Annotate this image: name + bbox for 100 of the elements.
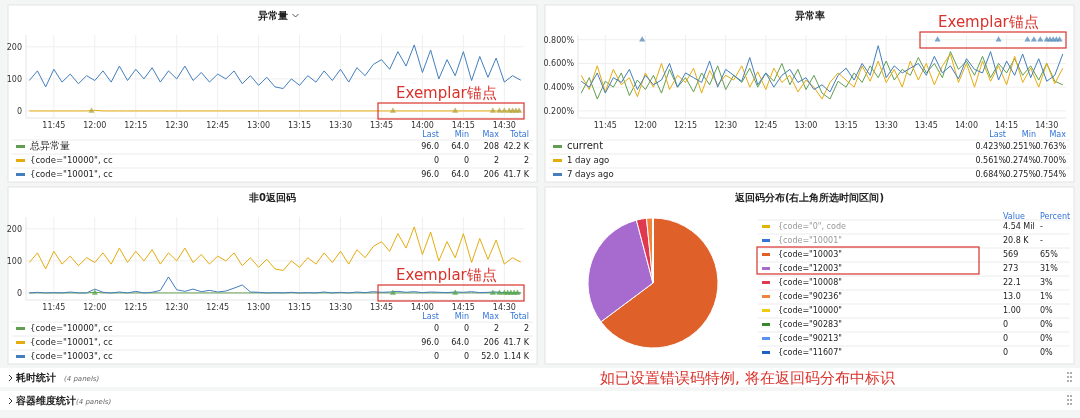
annotation: Exemplar锚点 — [396, 84, 497, 102]
x-tick-label: 12:00 — [633, 121, 657, 130]
x-tick-label: 12:00 — [83, 121, 107, 130]
legend-label: {code="12003" — [778, 264, 842, 273]
x-tick-label: 11:45 — [593, 121, 617, 130]
legend-label: {code="10000" — [778, 306, 842, 315]
legend-label: {code="0", code — [778, 222, 846, 231]
text: 206 — [483, 170, 499, 179]
y-tick-label: 0.600% — [543, 59, 575, 69]
text: 31% — [1040, 264, 1059, 273]
y-tick-label: 100 — [6, 74, 22, 84]
x-tick-label: 13:00 — [794, 121, 818, 130]
y-tick-label: 0 — [16, 288, 22, 298]
text: 96.0 — [421, 338, 439, 347]
x-tick-label: 14:15 — [451, 121, 475, 130]
legend-label: {code="10000", cc — [30, 323, 113, 333]
text: Exemplar锚点 — [938, 13, 1039, 31]
text: - — [1040, 236, 1043, 245]
text: Min — [454, 130, 469, 139]
x-tick-label: 14:00 — [410, 303, 434, 312]
y-tick-label: 0.400% — [543, 83, 575, 93]
text: 2 — [493, 324, 499, 333]
text: Min — [1021, 130, 1036, 139]
x-tick-label: 14:00 — [410, 121, 434, 130]
legend-label: {code="10003", cc — [30, 351, 113, 361]
x-tick-label: 14:15 — [451, 303, 475, 312]
chart-title: 返回码分布(右上角所选时间区间) — [733, 192, 885, 203]
text: 0 — [1003, 334, 1009, 343]
data-label: 13.0 — [1003, 292, 1021, 301]
x-tick-label: 11:45 — [42, 303, 66, 312]
text: 0 — [463, 156, 469, 165]
text: 0 — [433, 352, 439, 361]
x-tick-label: 12:45 — [754, 121, 778, 130]
x-tick-label: 13:00 — [247, 121, 271, 130]
x-tick-label: 14:15 — [995, 121, 1019, 130]
y-tick-label: 0.200% — [543, 106, 575, 116]
text: 64.0 — [451, 170, 469, 179]
x-tick-label: 13:15 — [288, 303, 312, 312]
chart-title: 异常率 — [793, 10, 825, 21]
text: 0.275% — [1005, 170, 1037, 179]
text: 206 — [483, 338, 499, 347]
text: 64.0 — [451, 142, 469, 151]
text: - — [1040, 222, 1043, 231]
x-tick-label: 13:30 — [329, 121, 353, 130]
legend-label: 7 days ago — [567, 169, 614, 179]
text: Min — [454, 312, 469, 321]
data-label: 273 — [1003, 264, 1019, 273]
x-tick-label: 14:30 — [1035, 121, 1059, 130]
text: 0.423% — [975, 142, 1007, 151]
text: 0% — [1040, 306, 1054, 315]
x-tick-label: 14:30 — [492, 303, 516, 312]
text: 208 — [483, 142, 499, 151]
text: 42.2 K — [503, 142, 530, 151]
text: 0.684% — [975, 170, 1007, 179]
x-tick-label: 13:15 — [834, 121, 858, 130]
legend-label: {code="10003" — [778, 250, 842, 259]
text: 0 — [433, 324, 439, 333]
x-tick-label: 14:00 — [954, 121, 978, 130]
text: Last — [989, 130, 1006, 139]
x-tick-label: 13:45 — [369, 303, 394, 312]
text: 如已设置错误码特例, 将在返回码分布中标识 — [600, 369, 895, 387]
annotation: Exemplar锚点 — [396, 266, 497, 284]
text: 0.763% — [1035, 142, 1067, 151]
legend-label: {code="11607" — [778, 348, 842, 357]
text: 0% — [1040, 334, 1054, 343]
legend-label: 1 day ago — [567, 155, 610, 165]
y-tick-label: 100 — [6, 256, 22, 266]
x-tick-label: 13:45 — [369, 121, 394, 130]
text: 3% — [1040, 278, 1054, 287]
x-tick-label: 11:45 — [42, 121, 66, 130]
text: Value — [1003, 212, 1026, 221]
text: Max — [482, 130, 500, 139]
x-tick-label: 13:30 — [329, 303, 353, 312]
text: 耗时统计 — [15, 372, 56, 383]
x-tick-label: 12:00 — [83, 303, 107, 312]
x-tick-label: 12:45 — [206, 303, 230, 312]
legend-label: {code="10001" — [778, 236, 842, 245]
text: 0.274% — [1005, 156, 1037, 165]
text: Max — [482, 312, 500, 321]
text: 96.0 — [421, 142, 439, 151]
text: 0 — [1003, 320, 1009, 329]
text: 0 — [463, 352, 469, 361]
legend-label: current — [567, 140, 604, 151]
text: 2 — [523, 156, 529, 165]
text: 41.7 K — [503, 338, 530, 347]
text: 0 — [463, 324, 469, 333]
data-label: 22.1 — [1003, 278, 1021, 287]
text: Total — [509, 312, 529, 321]
text: 0% — [1040, 348, 1054, 357]
text: 2 — [493, 156, 499, 165]
text: 0% — [1040, 320, 1054, 329]
text: 容器维度统计 — [15, 395, 76, 406]
chart-title: 非0返回码 — [248, 192, 296, 203]
text: Total — [509, 130, 529, 139]
chart-title: 异常量 — [256, 10, 288, 21]
x-tick-label: 13:00 — [247, 303, 271, 312]
y-tick-label: 200 — [6, 42, 22, 52]
text: 52.0 — [481, 352, 499, 361]
x-tick-label: 13:30 — [874, 121, 898, 130]
line-series — [580, 45, 1064, 94]
